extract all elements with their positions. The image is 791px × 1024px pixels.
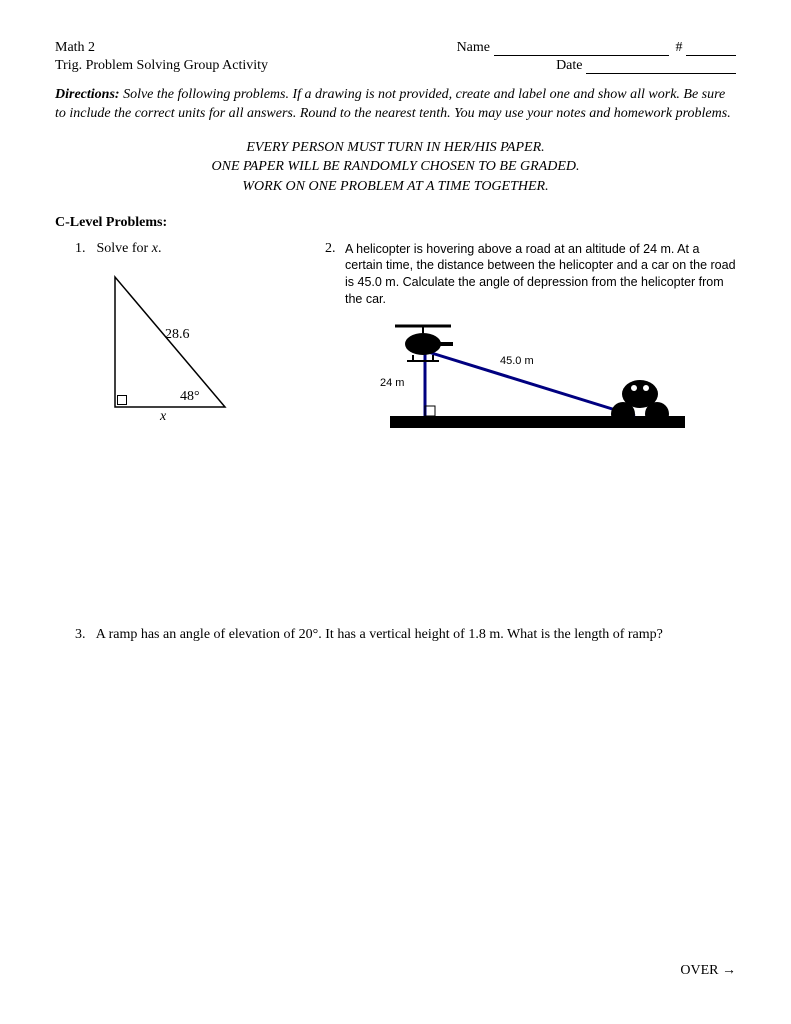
- header-row-2: Trig. Problem Solving Group Activity Dat…: [55, 58, 736, 74]
- num-symbol: #: [676, 40, 683, 55]
- instructions-center: EVERY PERSON MUST TURN IN HER/HIS PAPER.…: [55, 138, 736, 197]
- center-line-1: EVERY PERSON MUST TURN IN HER/HIS PAPER.: [55, 138, 736, 158]
- num-blank: [686, 42, 736, 56]
- right-angle-box: [117, 395, 127, 405]
- problem-2-num: 2.: [325, 241, 345, 437]
- activity-title: Trig. Problem Solving Group Activity: [55, 58, 268, 74]
- over-indicator: OVER →: [680, 963, 736, 979]
- helicopter-tail: [438, 342, 453, 346]
- triangle-diagram: 28.6 48° x: [105, 267, 255, 437]
- problems-row: 1. Solve for x. 28.6 48° x 2. A helicopt…: [55, 241, 736, 437]
- hypotenuse-label: 28.6: [165, 327, 190, 343]
- altitude-label: 24 m: [380, 376, 404, 391]
- name-field: Name #: [457, 40, 736, 56]
- problem-2: 2. A helicopter is hovering above a road…: [325, 241, 736, 437]
- problem-3: 3. A ramp has an angle of elevation of 2…: [55, 627, 736, 643]
- date-label: Date: [556, 58, 582, 73]
- helicopter-body: [405, 333, 441, 355]
- name-label: Name: [457, 40, 490, 55]
- angle-label: 48°: [180, 389, 200, 405]
- directions-label: Directions:: [55, 87, 120, 102]
- ground-rect: [390, 416, 685, 428]
- date-field: Date: [556, 58, 736, 74]
- problem-1: 1. Solve for x. 28.6 48° x: [55, 241, 325, 437]
- center-line-3: WORK ON ONE PROBLEM AT A TIME TOGETHER.: [55, 177, 736, 197]
- problem-2-text: A helicopter is hovering above a road at…: [345, 241, 736, 309]
- directions-text: Solve the following problems. If a drawi…: [55, 87, 731, 121]
- header-row-1: Math 2 Name #: [55, 40, 736, 56]
- distance-label: 45.0 m: [500, 354, 534, 369]
- base-label: x: [160, 409, 166, 425]
- helicopter-diagram: 24 m 45.0 m: [345, 316, 695, 436]
- center-line-2: ONE PAPER WILL BE RANDOMLY CHOSEN TO BE …: [55, 157, 736, 177]
- car-body: [622, 380, 658, 408]
- course-title: Math 2: [55, 40, 95, 56]
- problem-1-text: Solve for x.: [97, 241, 162, 256]
- problem-3-text: A ramp has an angle of elevation of 20°.…: [96, 627, 663, 642]
- section-c-heading: C-Level Problems:: [55, 215, 736, 231]
- problem-3-num: 3.: [75, 627, 93, 643]
- car-window-1: [631, 385, 637, 391]
- car-window-2: [643, 385, 649, 391]
- problem-2-body: A helicopter is hovering above a road at…: [345, 241, 736, 437]
- name-blank: [494, 42, 669, 56]
- directions-paragraph: Directions: Solve the following problems…: [55, 86, 736, 124]
- date-blank: [586, 60, 736, 74]
- problem-1-num: 1.: [75, 241, 93, 257]
